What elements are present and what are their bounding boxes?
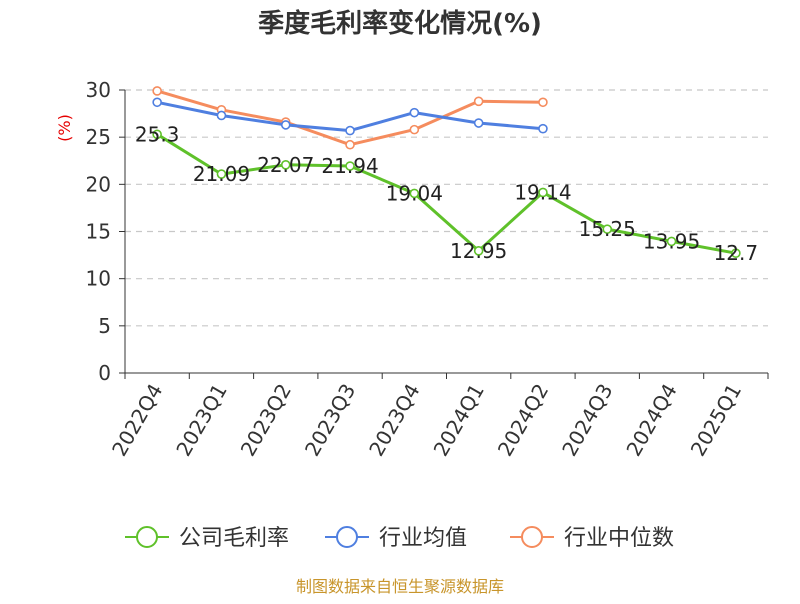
legend-swatch-marker — [521, 526, 543, 548]
data-point — [216, 169, 227, 179]
y-tick-label: 10 — [86, 267, 111, 291]
legend-swatch-marker — [136, 526, 158, 548]
data-point — [538, 187, 548, 198]
data-label: 25.3 — [135, 122, 180, 146]
x-tick-label: 2024Q4 — [621, 380, 681, 461]
data-point — [280, 120, 291, 130]
x-tick-label: 2024Q3 — [557, 380, 617, 461]
data-point — [152, 129, 162, 140]
series-line — [156, 133, 737, 255]
x-tick-label: 2024Q2 — [493, 380, 553, 461]
legend-label: 行业均值 — [379, 526, 467, 551]
data-point — [409, 107, 420, 118]
legend-label: 行业中位数 — [564, 526, 674, 551]
legend-label: 公司毛利率 — [179, 526, 289, 551]
data-label: 12.95 — [450, 239, 507, 263]
data-point — [345, 139, 355, 150]
data-label: 21.09 — [193, 162, 250, 186]
series-lines — [152, 86, 741, 258]
data-point — [538, 123, 548, 134]
x-tick-label: 2025Q1 — [686, 380, 746, 461]
data-label: 21.94 — [321, 154, 378, 178]
data-point — [216, 110, 227, 121]
y-tick-label: 20 — [86, 172, 111, 196]
data-point — [731, 248, 741, 258]
data-label: 22.07 — [257, 153, 314, 177]
grid-lines — [125, 89, 768, 327]
data-point — [473, 96, 484, 107]
data-label: 19.14 — [514, 180, 571, 204]
x-tick-label: 2022Q4 — [107, 380, 167, 461]
y-tick-label: 25 — [86, 125, 111, 149]
x-tick-label: 2023Q1 — [171, 380, 231, 461]
x-tick-label: 2023Q2 — [236, 380, 296, 461]
y-tick-label: 15 — [86, 220, 111, 244]
data-label: 12.7 — [714, 241, 759, 265]
data-labels: 25.3 21.09 22.07 21.94 19.04 12.95 19.14 15.25 1… — [135, 122, 758, 265]
data-point — [409, 188, 420, 199]
data-point — [473, 246, 484, 256]
y-tick-label: 30 — [86, 78, 111, 102]
data-source-note: 制图数据来自恒生聚源数据库 — [296, 577, 504, 596]
data-point — [409, 124, 420, 135]
data-point — [473, 118, 484, 128]
data-point — [152, 97, 162, 108]
x-tick-label: 2024Q1 — [429, 380, 489, 461]
x-tick-label: 2023Q3 — [300, 380, 360, 461]
data-point — [280, 160, 291, 170]
data-point — [666, 236, 677, 247]
x-tick-label: 2023Q4 — [364, 380, 424, 461]
data-label: 15.25 — [579, 217, 636, 241]
chart-title: 季度毛利率变化情况(%) — [258, 8, 542, 39]
y-axis-unit: (%) — [55, 114, 74, 142]
data-label: 13.95 — [643, 229, 700, 253]
data-point — [602, 224, 613, 234]
data-point — [538, 97, 548, 108]
data-point — [152, 86, 162, 96]
y-tick-label: 0 — [98, 361, 111, 385]
axes: 0 5 10 15 20 25 30 2022Q4 2023Q1 2023Q2 2023Q3 2023… — [86, 78, 769, 461]
y-tick-label: 5 — [98, 314, 111, 338]
data-point — [345, 161, 355, 171]
legend: 公司毛利率 行业均值 行业中位数 — [125, 526, 674, 551]
data-point — [345, 125, 355, 136]
data-label: 19.04 — [386, 181, 443, 205]
legend-swatch-marker — [336, 526, 358, 548]
